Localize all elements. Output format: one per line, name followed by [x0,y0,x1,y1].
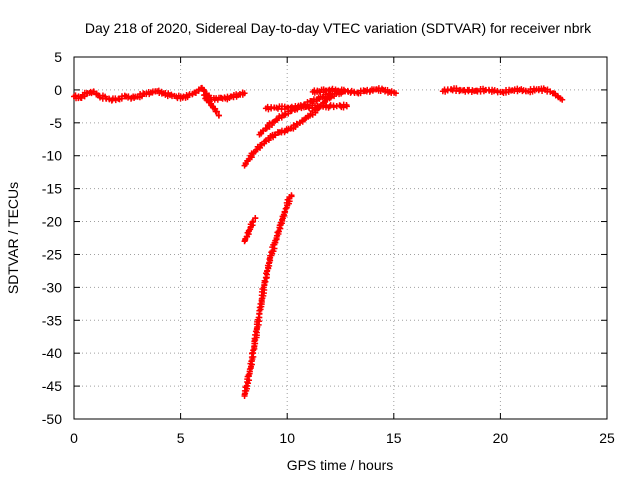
data-points [71,84,566,399]
x-tick-label: 20 [493,430,509,446]
data-point [245,380,252,387]
y-tick-label: -45 [42,378,62,394]
axis-ticks [73,56,608,420]
data-point [444,87,451,94]
data-point [357,90,364,97]
data-point [245,227,252,234]
data-point [242,161,249,168]
y-tick-label: -50 [42,411,62,427]
data-point [502,89,509,96]
y-tick-label: 0 [54,82,62,98]
data-point [281,208,288,215]
data-point [246,366,253,373]
y-tick-label: -5 [50,115,63,131]
data-point [559,96,566,103]
data-point [118,95,125,102]
data-point [213,108,220,115]
data-point [453,85,460,92]
data-point [250,347,257,354]
y-tick-label: -15 [42,181,62,197]
data-point [78,94,85,101]
x-tick-label: 25 [599,430,615,446]
data-point [268,105,275,112]
data-point [282,111,289,118]
data-point [326,91,333,98]
data-point [494,87,501,94]
y-tick-label: -10 [42,148,62,164]
x-tick-label: 15 [386,430,402,446]
y-tick-label: -30 [42,279,62,295]
data-point [249,218,256,225]
x-tick-labels: 0 5 10 15 20 25 [70,430,615,446]
y-tick-label: -20 [42,214,62,230]
x-axis-label: GPS time / hours [287,457,394,473]
data-point [272,132,279,139]
data-point [282,205,289,212]
grid-lines [74,57,607,419]
data-point [343,103,350,110]
data-point [200,86,207,93]
y-tick-label: -25 [42,246,62,262]
data-point [241,90,248,97]
data-point [285,110,292,117]
data-point [242,237,249,244]
data-point [325,90,332,97]
x-tick-label: 0 [70,430,78,446]
y-axis-label: SDTVAR / TECUs [5,182,21,294]
x-tick-label: 5 [177,430,185,446]
plot-frame [73,56,608,420]
y-tick-label: -40 [42,345,62,361]
y-tick-label: -35 [42,312,62,328]
data-point [215,112,222,119]
data-point [392,90,399,97]
y-tick-labels: 5 0 -5 -10 -15 -20 -25 -30 -35 -40 -45 -50 [42,49,62,427]
data-point [351,88,358,95]
y-tick-label: 5 [54,49,62,65]
data-point [339,88,346,95]
data-point [252,215,259,222]
x-tick-label: 10 [279,430,295,446]
data-point [288,192,295,199]
chart-title: Day 218 of 2020, Sidereal Day-to-day VTE… [85,20,592,36]
